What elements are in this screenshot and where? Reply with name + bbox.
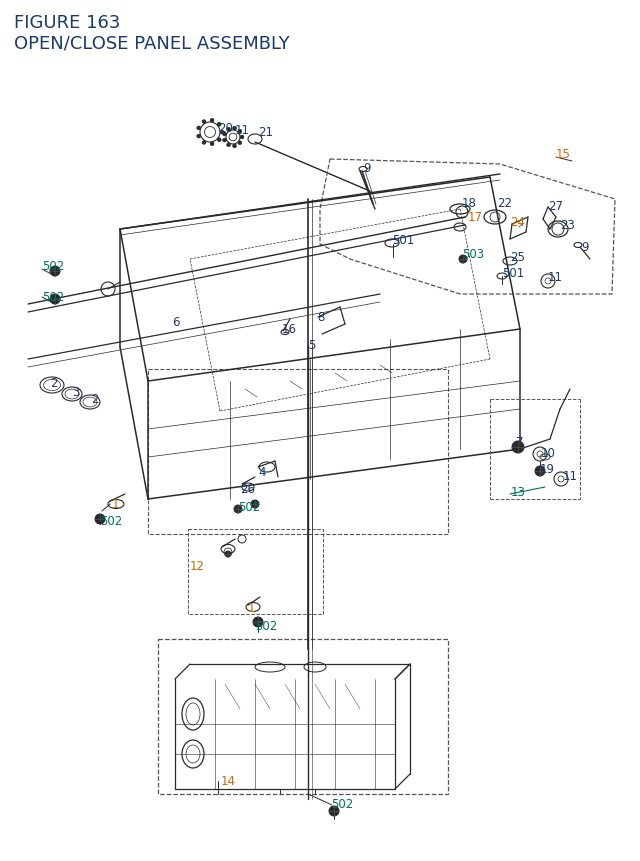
- Text: 21: 21: [258, 126, 273, 139]
- Text: 7: 7: [516, 436, 524, 449]
- Text: OPEN/CLOSE PANEL ASSEMBLY: OPEN/CLOSE PANEL ASSEMBLY: [14, 34, 290, 52]
- Text: 6: 6: [172, 316, 179, 329]
- Text: 12: 12: [190, 560, 205, 573]
- Bar: [188, 530, 323, 614]
- Text: 27: 27: [548, 201, 563, 214]
- Circle shape: [217, 139, 221, 143]
- Text: 502: 502: [238, 501, 260, 514]
- Bar: [158, 639, 448, 794]
- Circle shape: [234, 505, 242, 513]
- Text: 502: 502: [42, 260, 64, 273]
- Text: 18: 18: [462, 197, 477, 210]
- Text: 22: 22: [497, 197, 512, 210]
- Text: 15: 15: [556, 148, 571, 161]
- Circle shape: [210, 119, 214, 123]
- Text: 11: 11: [235, 124, 250, 138]
- Circle shape: [238, 130, 242, 134]
- Text: 2: 2: [50, 377, 58, 390]
- Text: 501: 501: [392, 234, 414, 247]
- Text: 9: 9: [581, 241, 589, 254]
- Text: FIGURE 163: FIGURE 163: [14, 14, 120, 32]
- Circle shape: [210, 143, 214, 146]
- Text: 503: 503: [462, 248, 484, 261]
- Circle shape: [232, 145, 237, 149]
- Text: 501: 501: [502, 267, 524, 280]
- Circle shape: [196, 135, 201, 139]
- Circle shape: [329, 806, 339, 816]
- Text: 502: 502: [100, 515, 122, 528]
- Circle shape: [202, 121, 206, 125]
- Circle shape: [223, 139, 227, 143]
- Circle shape: [535, 467, 545, 476]
- Text: 23: 23: [560, 220, 575, 232]
- Circle shape: [240, 136, 244, 139]
- Text: 14: 14: [221, 775, 236, 788]
- Circle shape: [512, 442, 524, 454]
- Text: 1: 1: [248, 602, 255, 615]
- Circle shape: [50, 267, 60, 276]
- Text: 8: 8: [317, 311, 324, 324]
- Text: 1: 1: [112, 498, 120, 511]
- Circle shape: [50, 294, 60, 305]
- Text: 20: 20: [218, 121, 233, 134]
- Bar: [148, 369, 448, 535]
- Circle shape: [232, 127, 237, 131]
- Circle shape: [223, 133, 227, 137]
- Text: 3: 3: [72, 386, 79, 399]
- Text: 502: 502: [255, 620, 277, 633]
- Text: 25: 25: [510, 251, 525, 264]
- Circle shape: [238, 141, 242, 146]
- Circle shape: [220, 131, 224, 135]
- Circle shape: [227, 128, 230, 132]
- Text: 5: 5: [308, 339, 316, 352]
- Text: 24: 24: [510, 216, 525, 229]
- Circle shape: [225, 551, 231, 557]
- Circle shape: [227, 144, 230, 147]
- Text: 502: 502: [42, 291, 64, 304]
- Text: 16: 16: [282, 323, 297, 336]
- Circle shape: [202, 141, 206, 146]
- Text: 13: 13: [511, 486, 526, 499]
- Text: 19: 19: [540, 463, 555, 476]
- Circle shape: [196, 127, 201, 131]
- Text: 10: 10: [541, 447, 556, 460]
- Text: 26: 26: [240, 483, 255, 496]
- Circle shape: [459, 256, 467, 263]
- Text: 502: 502: [331, 797, 353, 810]
- Text: 11: 11: [563, 470, 578, 483]
- Text: 11: 11: [548, 271, 563, 284]
- Text: 2: 2: [91, 393, 99, 406]
- Circle shape: [217, 123, 221, 127]
- Text: 4: 4: [258, 466, 266, 479]
- Text: 9: 9: [363, 161, 371, 174]
- Text: 17: 17: [468, 211, 483, 224]
- Circle shape: [95, 514, 105, 524]
- Circle shape: [251, 500, 259, 508]
- Circle shape: [253, 617, 263, 628]
